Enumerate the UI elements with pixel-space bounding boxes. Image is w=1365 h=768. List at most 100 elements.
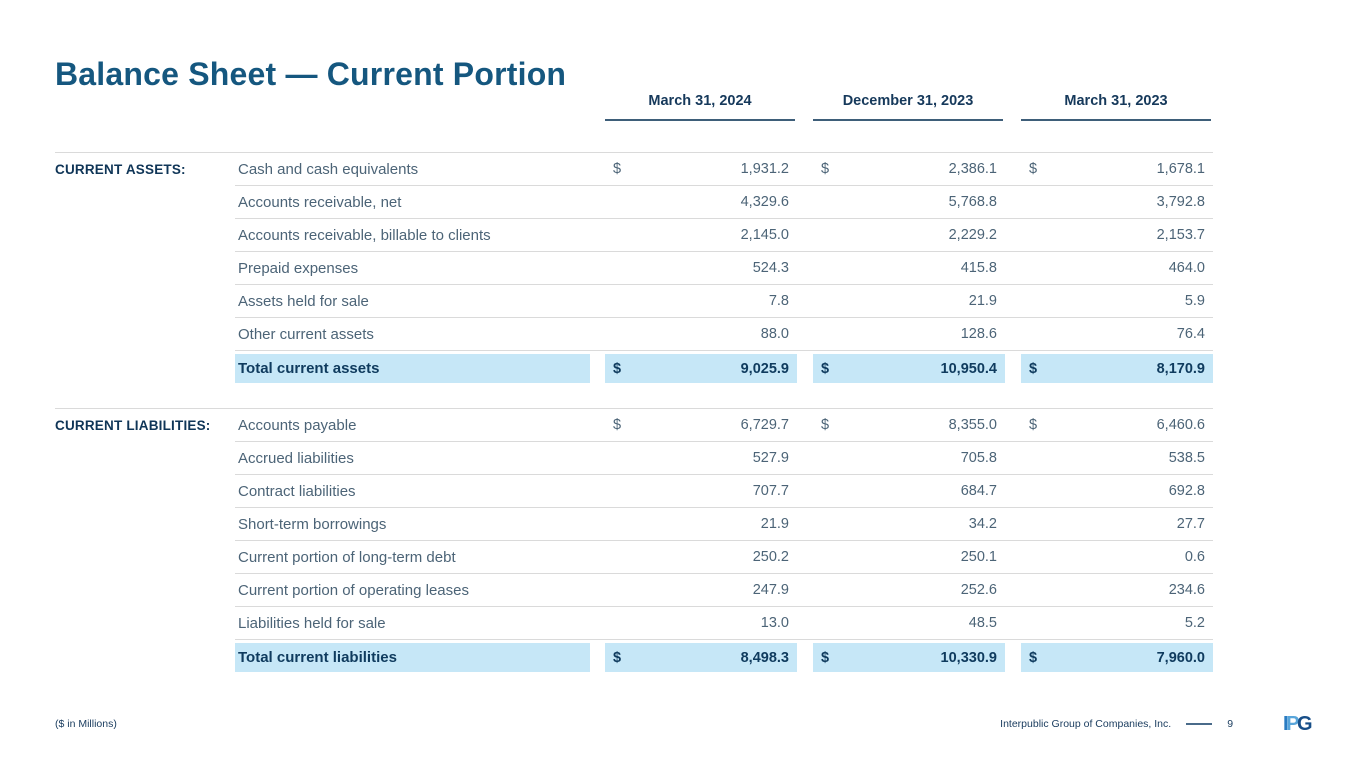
value-cell: 415.8 bbox=[813, 252, 1005, 284]
value: 5,768.8 bbox=[948, 194, 997, 210]
value: 2,229.2 bbox=[948, 227, 997, 243]
logo-letter-g: G bbox=[1296, 713, 1313, 735]
value-cell: $6,729.7 bbox=[605, 409, 797, 441]
value-cell: 234.6 bbox=[1021, 574, 1213, 606]
table-row: Accounts receivable, net 4,329.6 5,768.8… bbox=[55, 186, 1213, 219]
row-label: Liabilities held for sale bbox=[238, 614, 386, 632]
total-row-current-liabilities: Total current liabilities $8,498.3 $10,3… bbox=[55, 640, 1213, 672]
value: 250.2 bbox=[752, 549, 789, 565]
value: 1,678.1 bbox=[1156, 161, 1205, 177]
total-value: 8,498.3 bbox=[740, 649, 789, 666]
value: 128.6 bbox=[960, 326, 997, 342]
value: 76.4 bbox=[1176, 326, 1205, 342]
row-label: Prepaid expenses bbox=[238, 259, 359, 277]
total-value: 9,025.9 bbox=[740, 360, 789, 377]
value-cell: 48.5 bbox=[813, 607, 1005, 639]
table-row: Current portion of long-term debt 250.2 … bbox=[55, 541, 1213, 574]
value: 250.1 bbox=[960, 549, 997, 565]
company-name: Interpublic Group of Companies, Inc. bbox=[1000, 718, 1172, 730]
value-cell: 5,768.8 bbox=[813, 186, 1005, 218]
value-cell: 707.7 bbox=[605, 475, 797, 507]
value-cell: 21.9 bbox=[605, 508, 797, 540]
currency-symbol: $ bbox=[1029, 417, 1038, 433]
table-row: Short-term borrowings 21.9 34.2 27.7 bbox=[55, 508, 1213, 541]
value-cell: 4,329.6 bbox=[605, 186, 797, 218]
value: 88.0 bbox=[760, 326, 789, 342]
table-row: Accounts receivable, billable to clients… bbox=[55, 219, 1213, 252]
value-cell: 88.0 bbox=[605, 318, 797, 350]
value: 705.8 bbox=[960, 450, 997, 466]
value-cell: 250.1 bbox=[813, 541, 1005, 573]
logo-letter-i: I bbox=[1283, 713, 1289, 735]
value: 692.8 bbox=[1168, 483, 1205, 499]
section-header-current-assets: CURRENT ASSETS: bbox=[55, 162, 186, 177]
total-value-cell: $8,170.9 bbox=[1021, 354, 1213, 383]
table-row: Current portion of operating leases 247.… bbox=[55, 574, 1213, 607]
value: 21.9 bbox=[760, 516, 789, 532]
page-title: Balance Sheet — Current Portion bbox=[55, 56, 567, 92]
value-cell: 2,145.0 bbox=[605, 219, 797, 251]
row-label: Current portion of operating leases bbox=[238, 581, 469, 599]
table-row: CURRENT ASSETS: Cash and cash equivalent… bbox=[55, 153, 1213, 186]
value-cell: 21.9 bbox=[813, 285, 1005, 317]
table-row: CURRENT LIABILITIES: Accounts payable $6… bbox=[55, 409, 1213, 442]
value-cell: $1,678.1 bbox=[1021, 153, 1213, 185]
total-value: 7,960.0 bbox=[1156, 649, 1205, 666]
value-cell: 524.3 bbox=[605, 252, 797, 284]
total-row-current-assets: Total current assets $9,025.9 $10,950.4 … bbox=[55, 351, 1213, 383]
value: 6,729.7 bbox=[740, 417, 789, 433]
value: 684.7 bbox=[960, 483, 997, 499]
row-label: Accrued liabilities bbox=[238, 449, 354, 467]
column-header-march-2024: March 31, 2024 bbox=[605, 93, 795, 121]
value: 13.0 bbox=[760, 615, 789, 631]
value: 2,145.0 bbox=[740, 227, 789, 243]
table-row: Accrued liabilities 527.9 705.8 538.5 bbox=[55, 442, 1213, 475]
section-current-liabilities: CURRENT LIABILITIES: Accounts payable $6… bbox=[55, 408, 1213, 672]
value: 252.6 bbox=[960, 582, 997, 598]
value: 415.8 bbox=[960, 260, 997, 276]
currency-symbol: $ bbox=[613, 417, 622, 433]
value: 464.0 bbox=[1168, 260, 1205, 276]
table-row: Prepaid expenses 524.3 415.8 464.0 bbox=[55, 252, 1213, 285]
currency-symbol: $ bbox=[1029, 161, 1038, 177]
value: 0.6 bbox=[1184, 549, 1205, 565]
value: 3,792.8 bbox=[1156, 194, 1205, 210]
value-cell: 252.6 bbox=[813, 574, 1005, 606]
value: 5.9 bbox=[1184, 293, 1205, 309]
value: 247.9 bbox=[752, 582, 789, 598]
row-label: Current portion of long-term debt bbox=[238, 548, 456, 566]
table-row: Liabilities held for sale 13.0 48.5 5.2 bbox=[55, 607, 1213, 640]
value: 5.2 bbox=[1184, 615, 1205, 631]
total-value: 10,330.9 bbox=[940, 649, 997, 666]
row-label: Other current assets bbox=[238, 325, 374, 343]
value: 27.7 bbox=[1176, 516, 1205, 532]
column-headers: March 31, 2024 December 31, 2023 March 3… bbox=[605, 93, 1211, 121]
row-label: Assets held for sale bbox=[238, 292, 369, 310]
value-cell: 538.5 bbox=[1021, 442, 1213, 474]
footer-right: Interpublic Group of Companies, Inc. 9 I… bbox=[1000, 713, 1313, 735]
value-cell: 3,792.8 bbox=[1021, 186, 1213, 218]
logo-letter-p: P bbox=[1286, 713, 1299, 735]
value-cell: $2,386.1 bbox=[813, 153, 1005, 185]
column-header-december-2023: December 31, 2023 bbox=[813, 93, 1003, 121]
value-cell: 527.9 bbox=[605, 442, 797, 474]
value: 1,931.2 bbox=[740, 161, 789, 177]
row-label: Accounts receivable, net bbox=[238, 193, 402, 211]
table-row: Contract liabilities 707.7 684.7 692.8 bbox=[55, 475, 1213, 508]
value-cell: 2,153.7 bbox=[1021, 219, 1213, 251]
currency-symbol: $ bbox=[821, 360, 830, 377]
value: 2,153.7 bbox=[1156, 227, 1205, 243]
currency-symbol: $ bbox=[1029, 360, 1038, 377]
value-cell: 5.2 bbox=[1021, 607, 1213, 639]
row-label: Accounts receivable, billable to clients bbox=[238, 226, 491, 244]
value-cell: 705.8 bbox=[813, 442, 1005, 474]
table-row: Other current assets 88.0 128.6 76.4 bbox=[55, 318, 1213, 351]
value-cell: $1,931.2 bbox=[605, 153, 797, 185]
value-cell: 34.2 bbox=[813, 508, 1005, 540]
footer: ($ in Millions) Interpublic Group of Com… bbox=[0, 714, 1365, 734]
value-cell: 684.7 bbox=[813, 475, 1005, 507]
section-current-assets: CURRENT ASSETS: Cash and cash equivalent… bbox=[55, 152, 1213, 383]
currency-symbol: $ bbox=[821, 649, 830, 666]
value-cell: 13.0 bbox=[605, 607, 797, 639]
value: 4,329.6 bbox=[740, 194, 789, 210]
